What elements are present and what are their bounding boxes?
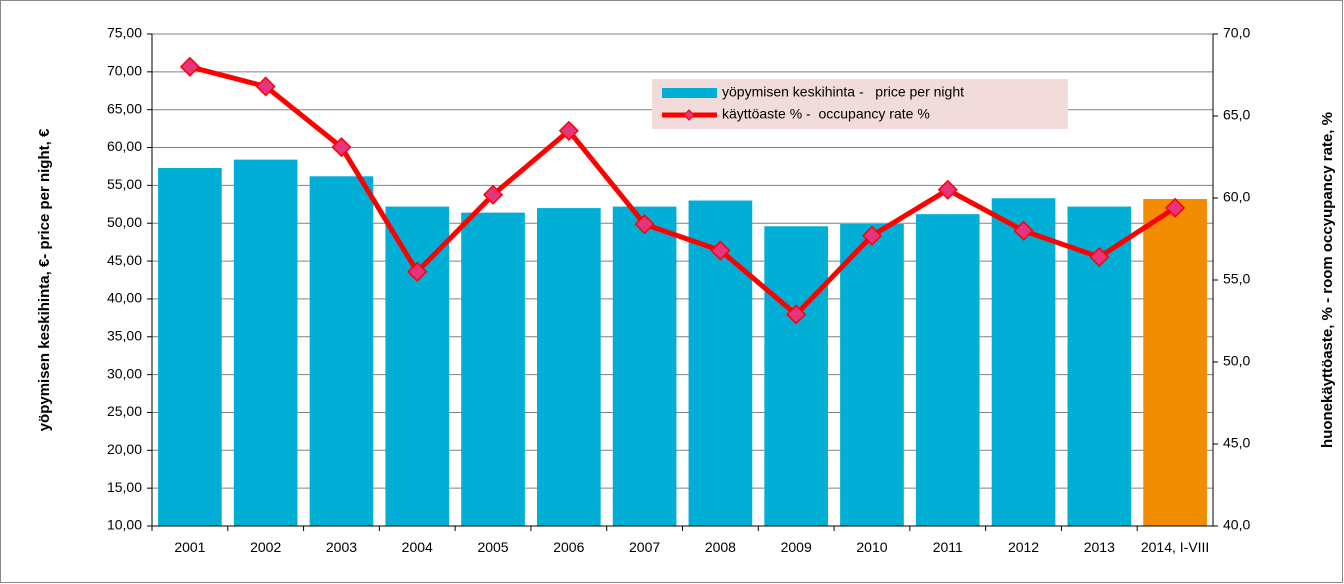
line-marker: [1089, 246, 1110, 268]
y-tick-label: 75,00: [107, 25, 142, 41]
y2-tick-label: 60,0: [1223, 189, 1250, 205]
x-tick-label: 2011: [932, 539, 963, 555]
legend-marker: [683, 109, 695, 121]
bar: [764, 226, 829, 526]
x-tick-label: 2014, I-VIII: [1140, 539, 1210, 555]
x-tick-label: 2009: [780, 539, 812, 555]
line-marker: [407, 261, 428, 282]
bar: [385, 206, 450, 526]
legend-label: yöpymisen keskihinta - price per night: [722, 84, 964, 100]
bar: [915, 214, 980, 526]
y-tick-label: 70,00: [107, 63, 142, 79]
x-tick-label: 2004: [401, 539, 433, 555]
y2-tick-label: 50,0: [1223, 353, 1250, 369]
line-marker: [937, 179, 958, 200]
line-marker: [179, 56, 200, 77]
line-marker: [1013, 220, 1034, 241]
y2-tick-label: 55,0: [1223, 271, 1250, 287]
legend-box: [652, 79, 1068, 129]
y2-tick-label: 40,0: [1223, 517, 1250, 533]
x-tick-label: 2007: [629, 539, 661, 555]
y-tick-label: 45,00: [107, 252, 142, 268]
bar: [309, 176, 374, 526]
line-marker: [710, 240, 731, 261]
y-tick-label: 40,00: [107, 290, 142, 306]
y-tick-label: 25,00: [107, 403, 142, 419]
bar: [840, 223, 904, 527]
y-tick-label: 15,00: [107, 479, 142, 495]
y2-tick-label: 45,0: [1223, 435, 1250, 451]
bar: [233, 159, 298, 526]
line-marker: [558, 120, 579, 141]
bar: [158, 167, 222, 526]
x-tick-label: 2012: [1007, 539, 1040, 555]
x-tick-label: 2010: [856, 539, 888, 555]
line-marker: [1165, 197, 1186, 218]
y-tick-label: 60,00: [107, 138, 142, 154]
y-tick-label: 35,00: [107, 327, 142, 343]
x-tick-label: 2002: [250, 539, 282, 555]
y-tick-label: 30,00: [107, 365, 142, 381]
bar: [612, 206, 677, 526]
x-tick-label: 2013: [1083, 539, 1115, 555]
bar: [1143, 199, 1207, 527]
x-tick-label: 2005: [477, 539, 509, 555]
x-tick-label: 2001: [174, 539, 206, 555]
line-marker: [482, 184, 504, 205]
line-marker: [786, 304, 807, 325]
x-tick-label: 2006: [553, 539, 585, 555]
line-marker: [331, 137, 352, 158]
line: [189, 64, 1177, 317]
legend-label: käyttöaste % - occupancy rate %: [722, 106, 930, 122]
y-tick-label: 55,00: [107, 176, 142, 192]
line-marker: [634, 214, 655, 235]
x-tick-label: 2008: [704, 539, 736, 555]
y2-tick-label: 70,0: [1223, 25, 1250, 41]
x-tick-label: 2003: [325, 539, 358, 555]
y-axis-title: yöpymisen keskihinta, €- price per night…: [36, 128, 53, 431]
y-tick-label: 50,00: [107, 214, 142, 230]
bar: [461, 212, 525, 526]
bar: [991, 198, 1056, 526]
y2-tick-label: 65,0: [1223, 107, 1250, 123]
y-tick-label: 10,00: [107, 517, 142, 533]
y-tick-label: 65,00: [107, 100, 142, 116]
line-marker: [255, 76, 276, 97]
bar: [536, 208, 601, 527]
legend-swatch: [662, 88, 717, 98]
line-marker: [861, 225, 883, 246]
y2-axis-title: huonekäyttöaste, % - room occyupancy rat…: [1319, 112, 1336, 448]
y-tick-label: 20,00: [107, 441, 142, 457]
